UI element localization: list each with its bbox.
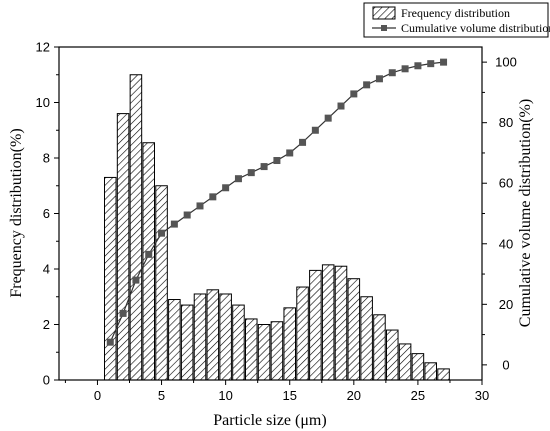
bar-2 (116, 113, 130, 381)
x-axis-title: Particle size (μm) (213, 412, 326, 429)
cumulative-point-20 (350, 90, 358, 98)
bar-series (104, 74, 450, 381)
left-y-tick-label: 2 (43, 317, 50, 332)
cumulative-point-4 (145, 250, 153, 258)
right-y-tick-label: 60 (499, 176, 513, 191)
bar-13 (257, 324, 271, 381)
bar-26 (424, 362, 437, 381)
cumulative-point-15 (286, 149, 294, 157)
cumulative-point-8 (196, 202, 204, 210)
cumulative-point-25 (414, 62, 422, 70)
bar-17 (309, 269, 322, 381)
cumulative-point-27 (440, 58, 448, 66)
bar-5 (155, 185, 168, 381)
cumulative-point-19 (337, 102, 345, 110)
x-tick-label: 15 (282, 388, 296, 403)
right-y-tick-label: 20 (499, 297, 513, 312)
cumulative-point-1 (106, 338, 114, 346)
bar-25 (411, 353, 425, 381)
bar-18 (321, 264, 335, 381)
cumulative-point-17 (311, 126, 319, 134)
cumulative-point-3 (132, 276, 140, 284)
right-y-tick-label: 80 (499, 115, 513, 130)
right-y-tick-label: 0 (502, 357, 509, 372)
right-y-axis-title: Cumulative volume distribution(%) (517, 99, 534, 327)
bar-22 (373, 314, 386, 381)
left-y-tick-label: 0 (43, 373, 50, 388)
x-tick-label: 10 (218, 388, 232, 403)
cumulative-point-10 (222, 184, 230, 192)
bar-16 (296, 286, 309, 381)
bar-23 (386, 329, 399, 381)
left-y-tick-label: 8 (43, 151, 50, 166)
cumulative-point-2 (119, 309, 127, 317)
cumulative-point-24 (401, 65, 409, 73)
legend-label-cumulative: Cumulative volume distribution (401, 21, 550, 35)
cumulative-point-12 (247, 169, 255, 177)
bar-15 (283, 307, 296, 381)
bar-20 (347, 278, 361, 381)
cumulative-point-13 (260, 163, 268, 171)
bar-7 (180, 304, 194, 381)
left-y-tick-label: 6 (43, 206, 50, 221)
bar-24 (398, 343, 412, 381)
line-series (106, 58, 448, 346)
cumulative-point-16 (299, 138, 307, 146)
cumulative-point-14 (273, 157, 281, 165)
x-tick-label: 0 (94, 388, 101, 403)
legend: Frequency distribution Cumulative volume… (363, 2, 550, 38)
bar-21 (360, 296, 373, 381)
left-y-tick-label: 10 (36, 95, 50, 110)
bar-12 (245, 318, 258, 381)
bar-11 (232, 304, 245, 381)
bar-14 (270, 321, 284, 381)
cumulative-point-26 (427, 60, 435, 68)
cumulative-point-18 (324, 114, 332, 122)
cumulative-point-23 (388, 69, 396, 77)
left-y-axis: 0 2 4 6 8 10 12 (36, 40, 59, 388)
legend-swatch-cumulative-marker (381, 25, 387, 31)
cumulative-point-5 (158, 229, 166, 237)
right-y-tick-label: 40 (499, 236, 513, 251)
legend-label-frequency: Frequency distribution (401, 6, 510, 20)
right-y-axis: 0 20 40 60 80 100 (482, 55, 517, 372)
bar-8 (193, 293, 207, 381)
legend-swatch-frequency (372, 6, 396, 20)
bar-6 (168, 299, 181, 381)
cumulative-point-22 (375, 75, 383, 83)
left-y-axis-title: Frequency distribution(%) (8, 128, 25, 297)
bar-27 (437, 368, 450, 381)
bar-1 (104, 176, 117, 381)
cumulative-point-9 (209, 193, 217, 201)
left-y-tick-label: 4 (43, 262, 50, 277)
bar-9 (206, 289, 220, 381)
x-axis: 0 5 10 15 20 25 30 (64, 380, 489, 403)
x-tick-label: 30 (475, 388, 489, 403)
bar-19 (334, 265, 348, 381)
x-tick-label: 25 (411, 388, 425, 403)
bar-10 (219, 293, 232, 381)
cumulative-point-6 (170, 220, 178, 228)
left-y-tick-label: 12 (36, 40, 50, 55)
cumulative-point-11 (234, 175, 242, 183)
right-y-tick-label: 100 (495, 55, 517, 70)
bar-3 (129, 74, 143, 381)
cumulative-point-21 (363, 81, 371, 89)
x-tick-label: 20 (347, 388, 361, 403)
cumulative-point-7 (183, 211, 191, 219)
x-tick-label: 5 (158, 388, 165, 403)
